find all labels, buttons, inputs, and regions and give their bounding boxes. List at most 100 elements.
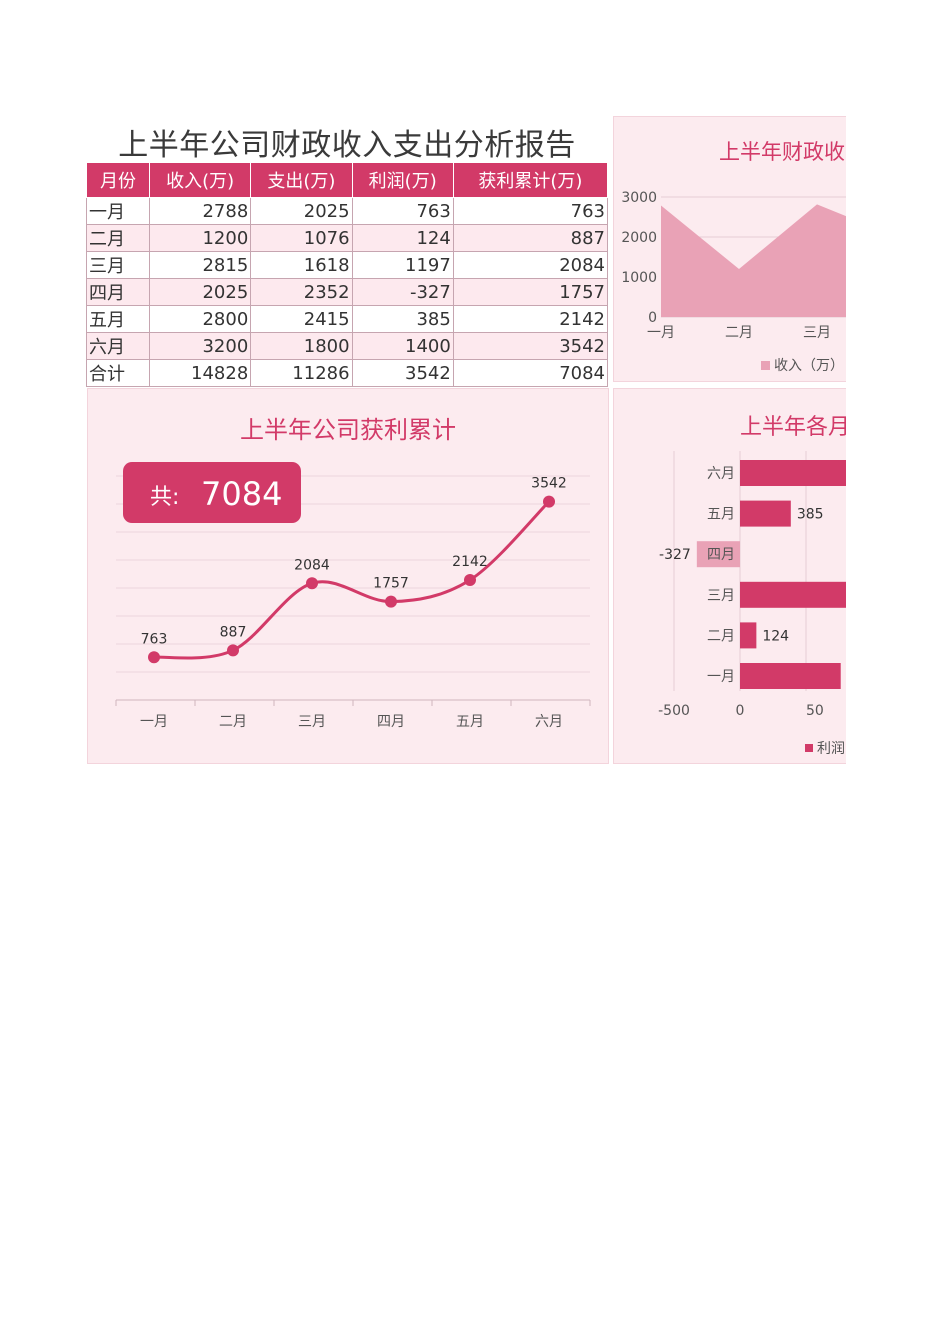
cell-cumulative: 7084: [452, 359, 609, 387]
bar-legend-swatch: [805, 744, 813, 752]
line-data-point: [543, 495, 555, 508]
bar-data-label: 124: [762, 628, 789, 644]
cell-income: 14828: [148, 359, 252, 387]
area-x-tick-label: 三月: [803, 325, 831, 341]
line-data-label: 887: [220, 624, 247, 640]
line-data-point: [227, 644, 239, 657]
line-chart-title: 上半年公司获利累计: [240, 416, 456, 444]
line-data-label: 1757: [373, 576, 409, 592]
cell-income: 2025: [148, 278, 252, 306]
bar-legend-label: 利润: [817, 741, 845, 757]
area-y-tick-label: 0: [648, 310, 657, 326]
cell-profit: 1400: [351, 332, 454, 360]
table-row: 五月 2800 2415 385 2142: [86, 305, 609, 333]
bar-category-label: 二月: [707, 628, 735, 644]
line-data-point: [306, 577, 318, 590]
right-charts-clip: 上半年财政收0100020003000一月二月三月四月五月六月收入（万） 上半年…: [613, 116, 846, 766]
cell-income: 2815: [148, 251, 252, 279]
table-row: 合计 14828 11286 3542 7084: [86, 359, 609, 387]
bar-x-tick-label: 50: [806, 703, 824, 719]
area-legend-label: 收入（万）: [774, 358, 844, 374]
cell-cumulative: 2084: [452, 251, 609, 279]
cell-expense: 1800: [250, 332, 353, 360]
bar-x-tick-label: -500: [658, 703, 690, 719]
report-title: 上半年公司财政收入支出分析报告: [118, 128, 576, 163]
bar-data-label: 385: [797, 507, 824, 523]
bar-profit: [696, 541, 740, 568]
header-income: 收入(万): [148, 162, 252, 198]
line-x-tick-label: 六月: [535, 714, 563, 730]
cell-cumulative: 3542: [452, 332, 609, 360]
header-cumulative: 获利累计(万): [452, 162, 609, 198]
cell-expense: 2352: [250, 278, 353, 306]
cell-expense: 11286: [250, 359, 353, 387]
bar-profit: [740, 460, 846, 486]
cumulative-line-panel: 上半年公司获利累计 763 887 2084 1757 2142 3542 一月 二月 三月 四月 五…: [87, 388, 609, 764]
total-badge: [123, 462, 301, 523]
cell-profit: 385: [351, 305, 454, 333]
bar-profit: [740, 500, 791, 527]
table-row: 六月 3200 1800 1400 3542: [86, 332, 609, 360]
cell-month: 合计: [86, 359, 150, 387]
cell-cumulative: 887: [452, 224, 609, 252]
bar-category-label: 三月: [707, 588, 735, 604]
area-series-income: [661, 204, 846, 317]
cell-cumulative: 1757: [452, 278, 609, 306]
table-row: 二月 1200 1076 124 887: [86, 224, 609, 252]
area-legend-swatch: [761, 361, 770, 370]
area-x-tick-label: 二月: [725, 325, 753, 341]
cell-month: 四月: [86, 278, 150, 306]
cell-profit: 124: [351, 224, 454, 252]
cell-month: 六月: [86, 332, 150, 360]
bar-data-label: -327: [659, 547, 691, 563]
total-badge-value: 7084: [201, 475, 282, 513]
cell-month: 三月: [86, 251, 150, 279]
line-data-point: [385, 595, 397, 608]
cell-income: 3200: [148, 332, 252, 360]
area-y-tick-label: 3000: [621, 190, 657, 206]
line-data-label: 2142: [452, 554, 488, 570]
cell-profit: 763: [351, 197, 454, 225]
line-x-tick-label: 二月: [219, 714, 247, 730]
line-x-tick-label: 三月: [298, 714, 326, 730]
area-y-tick-label: 2000: [621, 230, 657, 246]
line-series-cumulative: [153, 500, 551, 660]
income-area-panel: 上半年财政收0100020003000一月二月三月四月五月六月收入（万）: [613, 116, 846, 382]
bar-profit: [740, 622, 757, 649]
line-x-tick-label: 一月: [140, 714, 168, 730]
cell-cumulative: 2142: [452, 305, 609, 333]
income-area-chart: 上半年财政收0100020003000一月二月三月四月五月六月收入（万）: [621, 140, 846, 374]
cell-profit: 3542: [351, 359, 454, 387]
bar-category-label: 六月: [707, 466, 735, 482]
bar-profit: [740, 581, 846, 608]
cell-profit: -327: [351, 278, 454, 306]
area-y-tick-label: 1000: [621, 270, 657, 286]
line-data-label: 3542: [531, 476, 567, 492]
line-data-label: 2084: [294, 557, 330, 573]
finance-table: 月份 收入(万) 支出(万) 利润(万) 获利累计(万) 一月 2788 2025 7…: [86, 162, 609, 387]
header-expense: 支出(万): [250, 162, 353, 198]
cell-income: 2788: [148, 197, 252, 225]
line-data-point: [464, 574, 476, 587]
line-x-tick-label: 四月: [377, 714, 405, 730]
table-row: 四月 2025 2352 -327 1757: [86, 278, 609, 306]
cell-cumulative: 763: [452, 197, 609, 225]
cell-month: 一月: [86, 197, 150, 225]
table-row: 三月 2815 1618 1197 2084: [86, 251, 609, 279]
bar-x-tick-label: 0: [736, 703, 745, 719]
header-profit: 利润(万): [351, 162, 454, 198]
bar-category-label: 一月: [707, 669, 735, 685]
profit-bar-panel: 上半年各月 六月 五月 四月 三月 二月 一月 385 -327 124 -500 0 50 利润: [613, 388, 846, 764]
area-x-tick-label: 一月: [647, 325, 675, 341]
bar-profit: [740, 663, 841, 689]
total-badge-label: 共:: [150, 485, 179, 510]
cell-expense: 2025: [250, 197, 353, 225]
cell-expense: 1076: [250, 224, 353, 252]
table-header-row: 月份 收入(万) 支出(万) 利润(万) 获利累计(万): [86, 162, 609, 198]
line-data-label: 763: [141, 631, 168, 647]
cell-month: 二月: [86, 224, 150, 252]
cell-profit: 1197: [351, 251, 454, 279]
line-x-tick-label: 五月: [456, 714, 484, 730]
cell-income: 2800: [148, 305, 252, 333]
